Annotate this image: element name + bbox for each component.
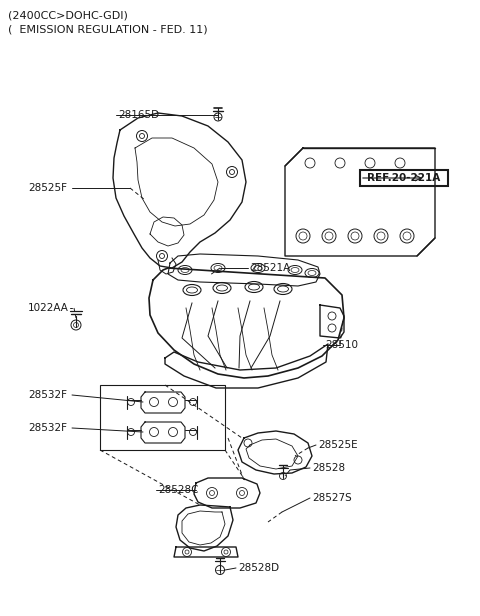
Text: 28165D: 28165D [118,110,159,120]
Text: 1022AA: 1022AA [28,303,69,313]
Text: 28525E: 28525E [318,440,358,450]
Text: (2400CC>DOHC-GDI): (2400CC>DOHC-GDI) [8,10,128,20]
Text: (  EMISSION REGULATION - FED. 11): ( EMISSION REGULATION - FED. 11) [8,24,208,34]
Text: 28528: 28528 [312,463,345,473]
Bar [100,385,225,450]
Text: 28528C: 28528C [158,485,199,495]
Text: 28528D: 28528D [238,563,279,573]
Text: REF.20-221A: REF.20-221A [367,173,441,183]
Text: 28532F: 28532F [28,390,67,400]
Text: 28510: 28510 [325,340,358,350]
Text: 28532F: 28532F [28,423,67,433]
Text: 28527S: 28527S [312,493,352,503]
Text: 28521A: 28521A [250,263,290,273]
Bar [360,170,448,186]
Text: 28525F: 28525F [28,183,67,193]
